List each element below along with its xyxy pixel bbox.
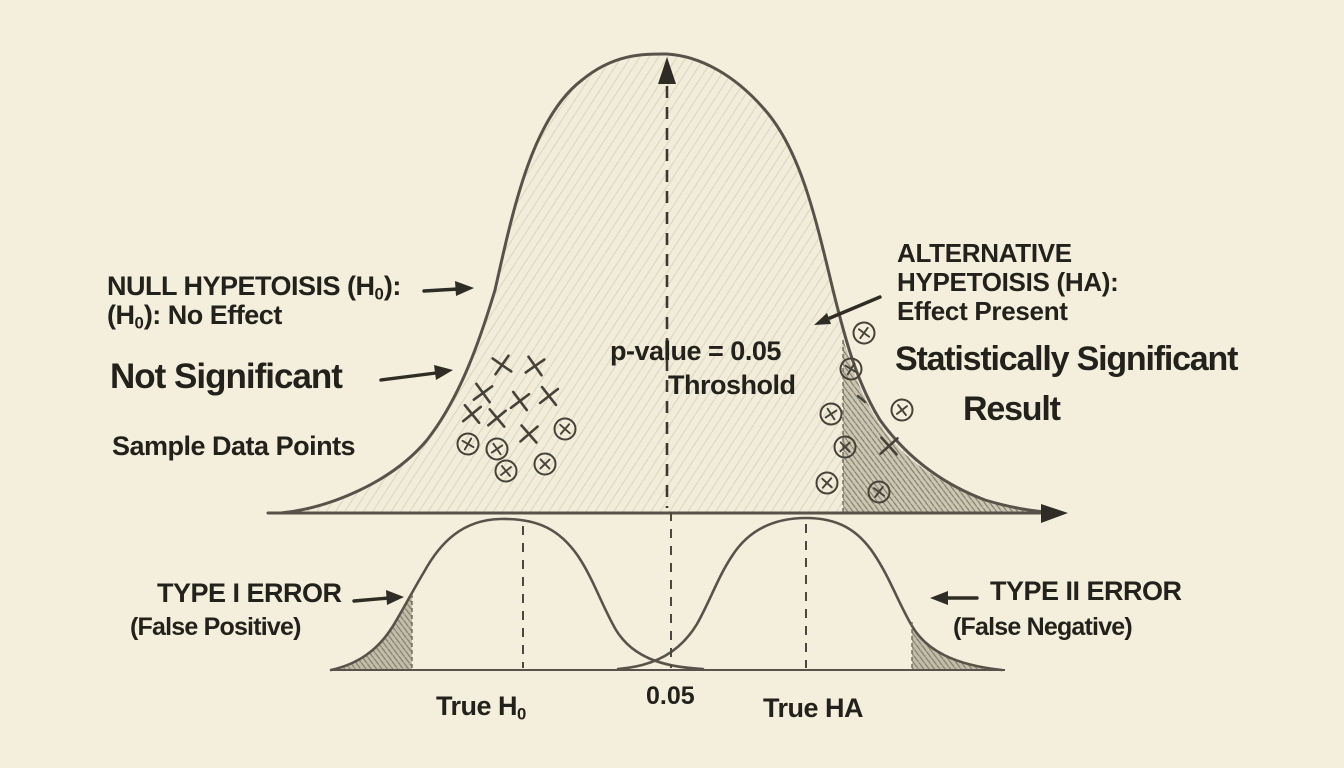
circled-x-mark: [890, 398, 914, 422]
sample-marks-layer: [456, 321, 914, 504]
type2-error-arrow: [930, 591, 979, 605]
x-mark: [538, 385, 560, 407]
p-value-label-line1: p-value = 0.05: [610, 336, 781, 366]
x-mark: [461, 403, 483, 425]
true-h0-label: True H0: [436, 691, 527, 724]
true-ha-label: True HA: [763, 693, 864, 723]
circled-x-mark: [852, 321, 876, 345]
alpha-tick-label: 0.05: [646, 682, 695, 710]
circled-x-mark: [815, 471, 839, 495]
true-h0-curve: [329, 517, 705, 672]
x-mark: [491, 354, 513, 376]
circled-x-mark: [819, 402, 843, 426]
x-mark: [509, 390, 531, 412]
not-significant-label: Not Significant: [110, 357, 343, 396]
x-mark: [879, 436, 899, 456]
x-mark: [487, 408, 507, 428]
type1-error-arrow: [352, 590, 404, 605]
type2-error-sublabel: (False Negative): [953, 613, 1133, 641]
circled-x-mark: [494, 459, 518, 483]
x-mark: [472, 382, 494, 404]
true-ha-tail-shade: [912, 624, 1000, 670]
null-hypothesis-label-line1: NULL HYPETOISIS (H0):: [107, 271, 401, 304]
true-h0-tail-shade: [331, 592, 412, 670]
alternative-label-line3: Effect Present: [897, 296, 1068, 326]
circled-x-mark: [833, 435, 857, 459]
p-value-label-line2: Throshold: [668, 370, 796, 400]
type1-error-sublabel: (False Positive): [130, 613, 301, 641]
circled-x-mark: [867, 480, 891, 504]
circled-x-mark: [533, 452, 557, 476]
circled-x-mark: [485, 437, 509, 461]
x-mark: [524, 355, 546, 377]
x-axis-arrowhead: [1041, 504, 1068, 523]
x-mark: [519, 424, 539, 444]
threshold-arrowhead: [658, 57, 676, 84]
circled-x-mark: [839, 357, 863, 381]
pencil-tick: [856, 394, 867, 404]
statistically-significant-label: Statistically Significant: [895, 340, 1238, 378]
statistically-significant-result-label: Result: [963, 390, 1061, 428]
not-significant-arrow: [379, 365, 453, 382]
alternative-label-line1: ALTERNATIVE: [897, 238, 1072, 268]
circled-x-mark: [553, 417, 577, 441]
type2-error-label: TYPE II ERROR: [990, 576, 1182, 606]
alternative-hypothesis-arrow: [814, 295, 882, 325]
true-ha-curve: [616, 516, 1004, 672]
null-hypothesis-label-line2: (H0): No Effect: [107, 300, 282, 333]
sample-data-points-label: Sample Data Points: [112, 431, 356, 461]
type1-error-label: TYPE I ERROR: [157, 578, 342, 608]
alternative-label-line2: HYPETOISIS (HA):: [897, 267, 1119, 297]
circled-x-mark: [456, 432, 480, 456]
rejection-region-shade: [843, 338, 1048, 513]
null-hypothesis-arrow: [422, 281, 474, 296]
